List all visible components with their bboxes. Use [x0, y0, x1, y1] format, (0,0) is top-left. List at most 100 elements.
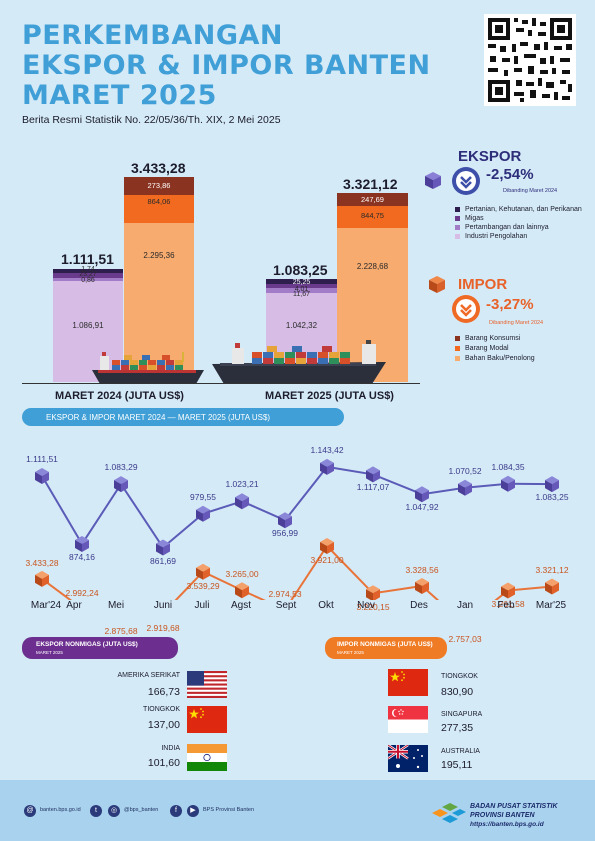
- ekspor-point-label-12: 1.083,25: [535, 492, 569, 503]
- bps-logo-icon: [432, 803, 466, 823]
- legend-swatch: [455, 233, 460, 239]
- ekspor-total-2025: 1.083,25: [273, 262, 328, 278]
- legend-swatch: [455, 355, 460, 361]
- ekspor-point-11: [501, 475, 515, 492]
- ekspor-country-2: TIONGKOK: [143, 706, 180, 713]
- ekspor-point-4: [196, 505, 210, 522]
- impor-country-2: SINGAPURA: [441, 711, 483, 718]
- legend-swatch: [455, 215, 460, 221]
- ekspor-country-3: INDIA: [161, 745, 180, 752]
- ekspor-point-label-8: 1.117,07: [356, 482, 390, 493]
- footer-web-link[interactable]: banten.bps.go.id: [40, 807, 81, 813]
- china-flag-icon-2: [388, 669, 428, 696]
- ekspor-seg-2024-4: 1.086,91: [72, 321, 104, 330]
- impor-nonmigas-title: IMPOR NONMIGAS (JUTA US$): [337, 641, 433, 648]
- ekspor-point-1: [75, 535, 89, 552]
- page-title-line1: PERKEMBANGAN: [22, 20, 283, 51]
- twitter-icon[interactable]: t: [90, 805, 102, 817]
- cargo-ship-illustration: [92, 352, 204, 384]
- ekspor-seg-2025-3: 11,67: [293, 291, 310, 298]
- bps-org-url[interactable]: https://banten.bps.go.id: [470, 821, 544, 828]
- page-title-line3: MARET 2025: [22, 80, 217, 111]
- impor-point-12: [545, 578, 559, 595]
- impor-point-11: [501, 582, 515, 599]
- page-subtitle: Berita Resmi Statistik No. 22/05/36/Th. …: [22, 114, 281, 126]
- facebook-icon[interactable]: f: [170, 805, 182, 817]
- ekspor-point-label-11: 1.084,35: [491, 461, 525, 472]
- impor-legend-3: Bahan Baku/Penolong: [455, 355, 535, 362]
- impor-point-label-7: 3.921,00: [310, 555, 344, 565]
- china-flag-icon: [187, 706, 227, 733]
- month-label-4: Juli: [194, 600, 210, 611]
- legend-label: Pertambangan dan lainnya: [465, 224, 549, 231]
- ekspor-title: EKSPOR: [458, 148, 522, 165]
- impor-total-2025: 3.321,12: [343, 176, 398, 192]
- ekspor-nonmigas-title: EKSPOR NONMIGAS (JUTA US$): [36, 641, 138, 648]
- globe-icon[interactable]: @: [24, 805, 36, 817]
- ekspor-point-label-4: 979,55: [190, 491, 216, 502]
- month-label-0: Mar'24: [30, 600, 62, 611]
- impor-point-label-6: 2.974,53: [268, 588, 302, 599]
- ekspor-point-label-10: 1.070,52: [448, 465, 482, 476]
- impor-point-label-0: 3.433,28: [25, 557, 59, 568]
- legend-swatch: [455, 335, 460, 341]
- page-title-line2: EKSPOR & IMPOR BANTEN: [22, 50, 431, 81]
- ekspor-down-icon: [452, 167, 480, 195]
- instagram-icon[interactable]: ◎: [108, 805, 120, 817]
- month-label-8: Nov: [357, 600, 375, 611]
- bps-org-line2: PROVINSI BANTEN: [470, 812, 535, 819]
- legend-swatch: [455, 224, 460, 230]
- impor-value-1: 830,90: [441, 686, 474, 698]
- impor-change: -3,27%: [486, 296, 534, 313]
- month-label-2: Mei: [107, 600, 125, 611]
- month-label-9: Des: [410, 600, 428, 611]
- ekspor-point-label-3: 861,69: [150, 555, 176, 566]
- impor-nonmigas-header: IMPOR NONMIGAS (JUTA US$) MARET 2025: [325, 637, 447, 659]
- legend-label: Barang Modal: [465, 345, 509, 352]
- impor-seg-2025-3: 2.228,68: [356, 262, 389, 271]
- india-flag-icon: [187, 744, 227, 771]
- impor-point-5: [235, 582, 249, 599]
- impor-point-label-5: 3.265,00: [225, 569, 259, 580]
- ekspor-value-2: 137,00: [147, 719, 180, 731]
- impor-point-label-8: 3.220,15: [356, 602, 390, 613]
- month-label-10: Jan: [456, 600, 474, 611]
- month-label-3: Juni: [153, 600, 173, 611]
- youtube-icon[interactable]: ▶: [187, 805, 199, 817]
- impor-point-label-9: 3.328,56: [405, 564, 439, 575]
- ekspor-point-label-1: 874,16: [69, 551, 95, 562]
- impor-seg-2024-1: 273,86: [147, 181, 171, 190]
- impor-total-2024: 3.433,28: [131, 160, 186, 176]
- impor-seg-2024-3: 2.295,36: [143, 251, 175, 260]
- trend-line-chart: [35, 458, 559, 600]
- impor-change-note: Dibanding Maret 2024: [489, 320, 544, 326]
- ekspor-change-note: Dibanding Maret 2024: [503, 188, 558, 194]
- cargo-ship-illustration-2: [212, 340, 386, 384]
- footer-facebook-link[interactable]: BPS Provinsi Banten: [203, 807, 255, 813]
- ekspor-change: -2,54%: [486, 166, 534, 183]
- ekspor-legend-3: Pertambangan dan lainnya: [455, 224, 549, 231]
- ekspor-point-2: [114, 476, 128, 493]
- month-label-7: Okt: [318, 600, 334, 611]
- ekspor-legend-2: Migas: [455, 215, 484, 222]
- ekspor-point-5: [235, 493, 249, 510]
- ekspor-point-label-9: 1.047,92: [405, 502, 439, 513]
- impor-point-9: [415, 577, 429, 594]
- ekspor-point-label-2: 1.083,29: [104, 462, 138, 473]
- impor-value-2: 277,35: [441, 722, 474, 734]
- footer-social-link[interactable]: @bps_banten: [124, 807, 159, 813]
- ekspor-point-label-0: 1.111,51: [26, 454, 58, 464]
- impor-cube-icon: [429, 276, 445, 293]
- ekspor-point-3: [156, 539, 170, 556]
- legend-swatch: [455, 206, 460, 212]
- ekspor-value-1: 166,73: [147, 686, 180, 698]
- ekspor-total-2024: 1.111,51: [61, 251, 114, 267]
- ekspor-nonmigas-period: MARET 2025: [36, 650, 63, 655]
- impor-legend-1: Barang Konsumsi: [455, 335, 520, 342]
- month-label-6: Sept: [275, 600, 297, 611]
- qr-code[interactable]: [484, 14, 576, 106]
- ekspor-seg-2024-1: 1,74: [81, 266, 95, 273]
- ekspor-point-10: [458, 479, 472, 496]
- impor-point-4: [196, 563, 210, 580]
- impor-point-label-1: 2.992,24: [65, 587, 99, 598]
